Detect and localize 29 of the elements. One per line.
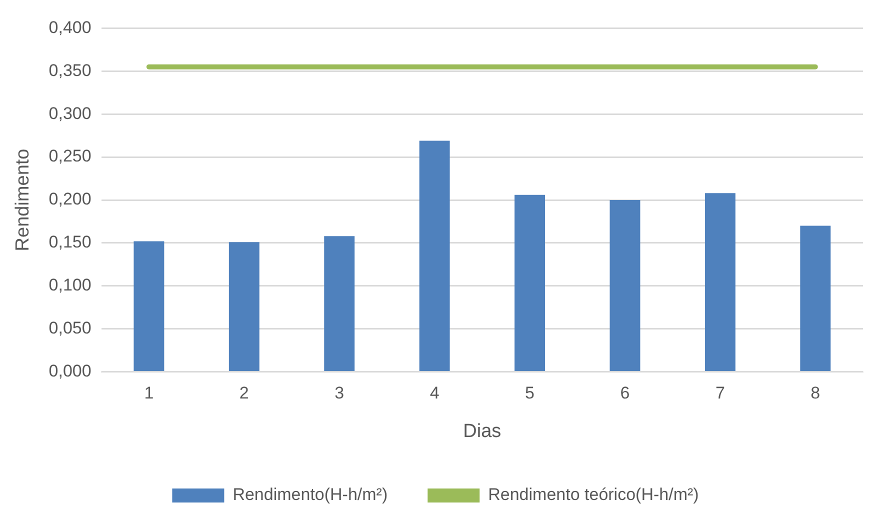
bar [610,200,640,372]
y-tick-label: 0,050 [48,318,92,338]
y-tick-label: 0,150 [48,232,92,252]
y-axis-title: Rendimento [12,148,34,252]
y-tick-label: 0,350 [48,60,92,80]
y-tick-label: 0,100 [48,276,92,295]
y-tick-label: 0,300 [48,104,92,123]
bar [324,236,355,372]
x-tick-label: 3 [334,384,344,403]
legend-label: Rendimento teórico(H-h/m²) [488,485,699,504]
y-tick-label: 0,250 [48,146,92,166]
x-tick-label: 5 [525,384,535,403]
y-tick-label: 0,400 [48,18,92,37]
legend-label: Rendimento(H-h/m²) [232,485,388,504]
x-tick-label: 6 [620,384,630,403]
x-tick-label: 1 [144,384,154,403]
bar [228,242,260,372]
x-tick-label: 7 [715,384,725,403]
x-axis-title: Dias [463,420,502,442]
bar [419,140,450,372]
bar [134,241,164,372]
bar [514,194,546,372]
x-tick-label: 4 [430,384,440,403]
bar [704,193,736,372]
x-tick-label: 2 [239,384,249,403]
y-tick-label: 0,000 [48,361,92,380]
y-tick-label: 0,200 [48,190,92,209]
bar [800,226,831,372]
x-tick-label: 8 [810,384,820,403]
